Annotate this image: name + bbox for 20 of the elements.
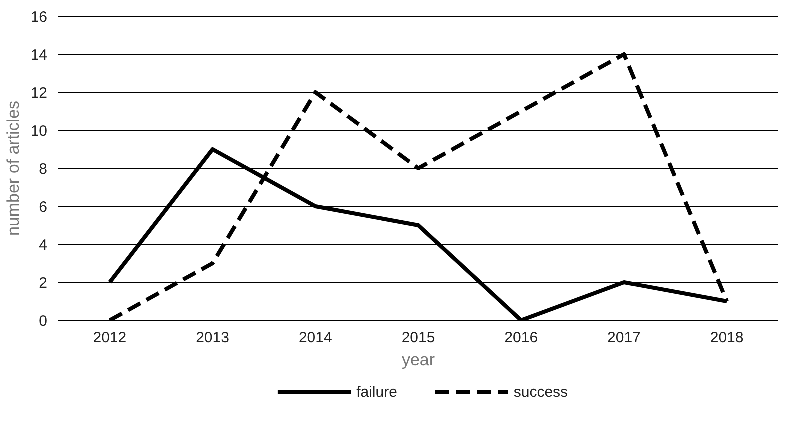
x-tick-label: 2018 [710, 330, 744, 346]
y-tick-label: 16 [30, 9, 48, 26]
x-tick-label: 2015 [402, 330, 436, 346]
x-tick-label: 2014 [298, 330, 332, 346]
x-axis-title: year [402, 350, 436, 370]
x-tick-label: 2017 [608, 330, 641, 346]
y-tick-label: 14 [30, 47, 48, 64]
y-tick-label: 10 [30, 123, 48, 140]
legend-label: failure [356, 384, 398, 401]
y-axis-title: number of articles [4, 100, 23, 236]
legend-label: success [514, 384, 568, 401]
y-tick-label: 8 [39, 161, 48, 178]
y-tick-label: 6 [39, 199, 48, 216]
x-tick-label: 2012 [93, 330, 127, 346]
x-tick-label: 2013 [196, 330, 230, 346]
y-tick-label: 12 [30, 85, 48, 102]
y-tick-label: 2 [39, 275, 48, 292]
y-tick-label: 4 [39, 237, 48, 254]
y-tick-label: 0 [39, 313, 48, 330]
x-tick-label: 2016 [504, 330, 538, 346]
